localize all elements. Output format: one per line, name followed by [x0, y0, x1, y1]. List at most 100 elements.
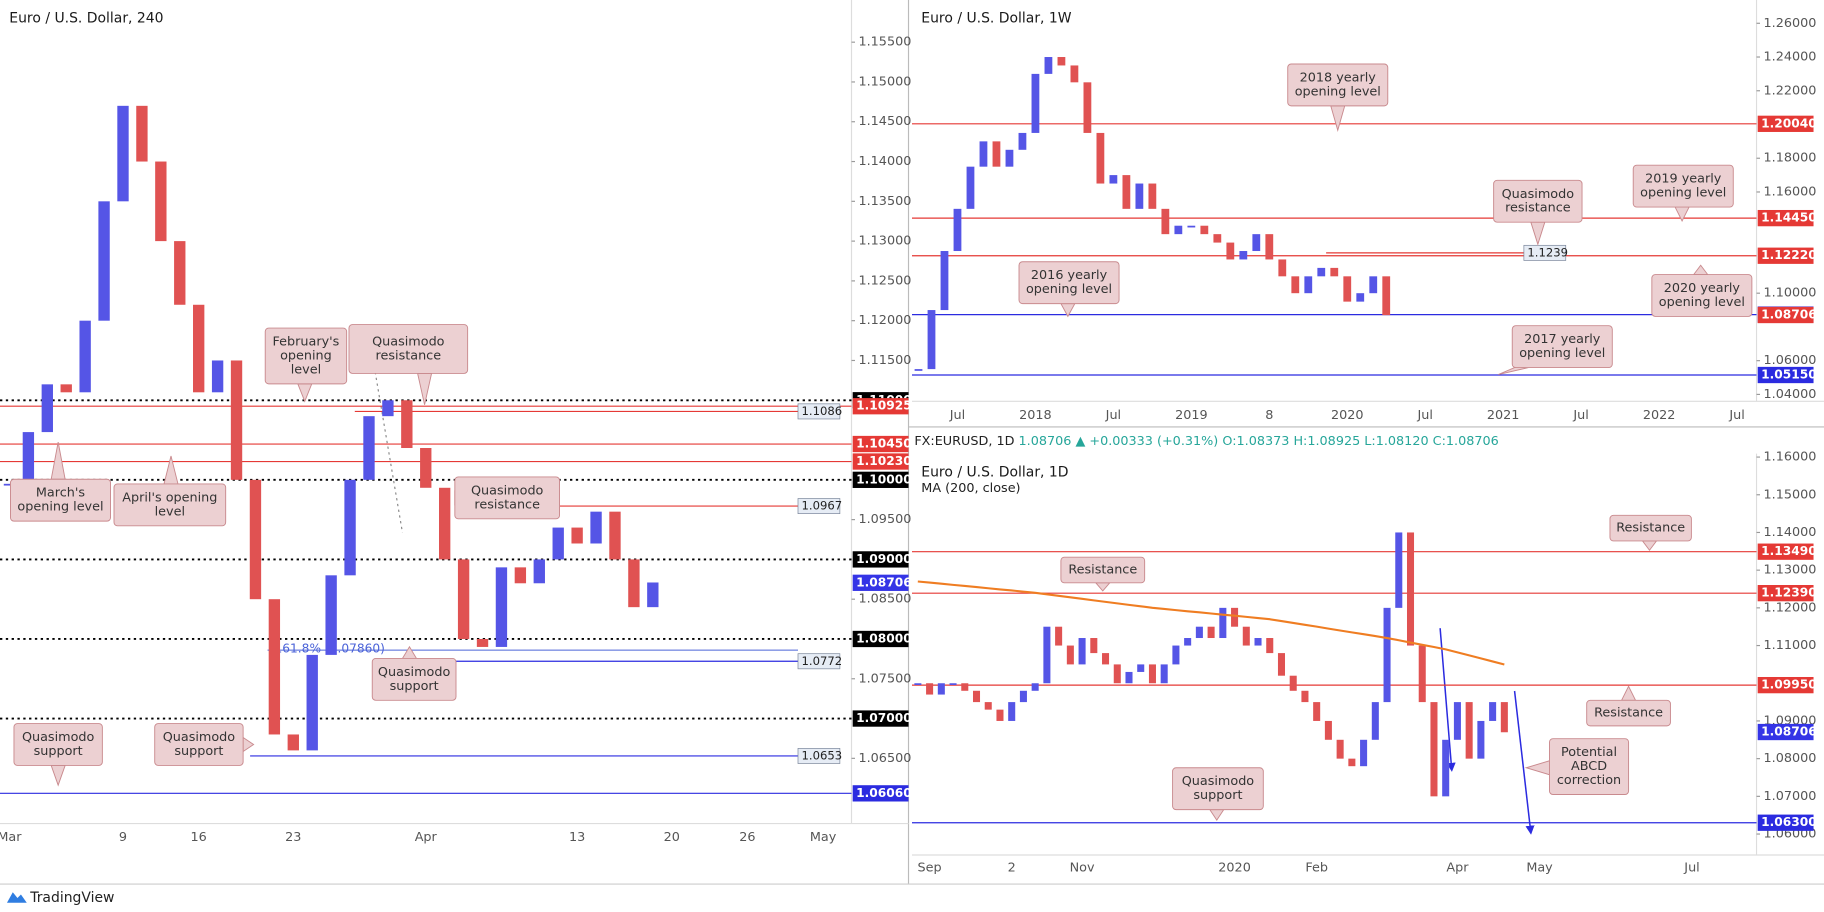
- candle: [1113, 664, 1121, 684]
- y-tick-label: 1.18000: [1764, 151, 1817, 166]
- candle: [972, 690, 981, 703]
- candle: [1219, 607, 1227, 639]
- callout-text: opening level: [1295, 84, 1381, 99]
- candle: [1442, 739, 1450, 797]
- chart-title: Euro / U.S. Dollar, 1D: [921, 464, 1068, 480]
- y-tick-label: 1.12500: [858, 273, 911, 288]
- callout-text: March's: [36, 486, 85, 501]
- candle: [1360, 739, 1368, 767]
- callout-text: resistance: [1505, 201, 1571, 216]
- callout-text: Potential: [1561, 745, 1617, 760]
- candle: [533, 559, 545, 584]
- callout-text: Quasimodo: [378, 665, 451, 680]
- change: ▲ +0.00333 (+0.31%): [1075, 433, 1218, 448]
- y-tick-label: 1.13000: [858, 234, 911, 249]
- callout-text: correction: [1557, 773, 1621, 788]
- level-label-bg: [1757, 676, 1814, 694]
- last-price-label: 1.08706: [1761, 308, 1817, 322]
- callout-text: resistance: [376, 348, 442, 363]
- y-tick-label: 1.04000: [1764, 387, 1817, 402]
- callout-box: [10, 478, 111, 522]
- candle: [966, 166, 975, 209]
- callout-text: Resistance: [1616, 521, 1685, 536]
- footer-brand: TradingView: [29, 890, 114, 906]
- candle: [1148, 183, 1157, 209]
- y-tick-label: 1.12000: [1764, 600, 1817, 615]
- callout-text: Quasimodo: [471, 483, 544, 498]
- candle: [1348, 758, 1356, 767]
- candle: [949, 683, 957, 685]
- candle: [1406, 532, 1415, 646]
- x-tick-label: 16: [191, 830, 207, 845]
- candle: [1135, 183, 1144, 209]
- last-price-label: 1.08706: [1761, 725, 1817, 739]
- candle: [1252, 234, 1261, 252]
- x-tick-label: 2: [1008, 860, 1016, 875]
- candle: [571, 527, 583, 544]
- y-tick-label: 1.08000: [1764, 751, 1817, 766]
- y-tick-label: 1.15000: [1764, 487, 1817, 502]
- tag-bg: [797, 403, 841, 420]
- callout-box: [13, 723, 103, 766]
- x-tick-label: 9: [119, 830, 127, 845]
- y-tick-label: 1.16000: [1764, 184, 1817, 199]
- candle: [325, 575, 337, 655]
- candle: [1008, 702, 1016, 721]
- candle: [1336, 739, 1344, 759]
- candle: [1313, 702, 1321, 721]
- candle: [1200, 225, 1209, 235]
- callout-text: support: [174, 744, 223, 759]
- candle: [174, 241, 186, 305]
- candle: [1078, 638, 1086, 665]
- y-tick-label: 1.14500: [858, 114, 911, 129]
- candle: [457, 559, 470, 639]
- callout-text: level: [291, 362, 321, 377]
- x-tick-label: Jul: [1105, 408, 1121, 423]
- y-tick-label: 1.16000: [1764, 450, 1817, 465]
- candle: [476, 638, 489, 647]
- candle: [961, 683, 969, 691]
- callout-text: 2020 yearly: [1664, 281, 1741, 296]
- callout-text: opening level: [1519, 346, 1605, 361]
- candle: [1289, 675, 1297, 691]
- callout-text: 2016 yearly: [1031, 268, 1108, 283]
- callout-text: 2017 yearly: [1524, 332, 1601, 347]
- candle: [344, 479, 356, 576]
- candle: [1317, 267, 1326, 277]
- candle: [1102, 653, 1110, 665]
- candle: [940, 251, 949, 311]
- callout-text: Quasimodo: [163, 730, 236, 745]
- callout-text: 2019 yearly: [1645, 172, 1722, 187]
- tag-label: 1.1239: [1527, 245, 1568, 259]
- callout-box: [348, 324, 469, 374]
- x-tick-label: 2021: [1487, 408, 1520, 423]
- candle: [1277, 653, 1286, 676]
- x-tick-label: 13: [569, 830, 585, 845]
- callout-text: opening level: [1640, 186, 1726, 201]
- x-tick-label: 23: [285, 830, 301, 845]
- y-tick-label: 1.15000: [858, 74, 911, 89]
- candle: [1489, 702, 1497, 721]
- candle: [609, 511, 621, 560]
- last-price-bg: [1757, 723, 1814, 741]
- candle: [1430, 702, 1438, 797]
- callout-box: [1549, 738, 1630, 795]
- level-label: 1.08000: [856, 631, 912, 645]
- x-tick-label: Jul: [949, 408, 965, 423]
- close: C:1.08706: [1433, 433, 1499, 448]
- arrow: [1439, 628, 1456, 772]
- level-label: 1.06060: [856, 786, 912, 800]
- candle: [1031, 683, 1039, 691]
- chart-title: Euro / U.S. Dollar, 1W: [921, 11, 1071, 27]
- y-tick-label: 1.11000: [1764, 638, 1817, 653]
- fib-trend: [371, 354, 404, 533]
- x-tick-label: 8: [1265, 408, 1273, 423]
- level-label: 1.10000: [856, 472, 912, 486]
- callout-box: [1018, 261, 1120, 305]
- candle: [1187, 225, 1196, 228]
- tag-bg: [797, 748, 841, 764]
- x-tick-label: May: [810, 830, 837, 845]
- candle: [1207, 626, 1215, 639]
